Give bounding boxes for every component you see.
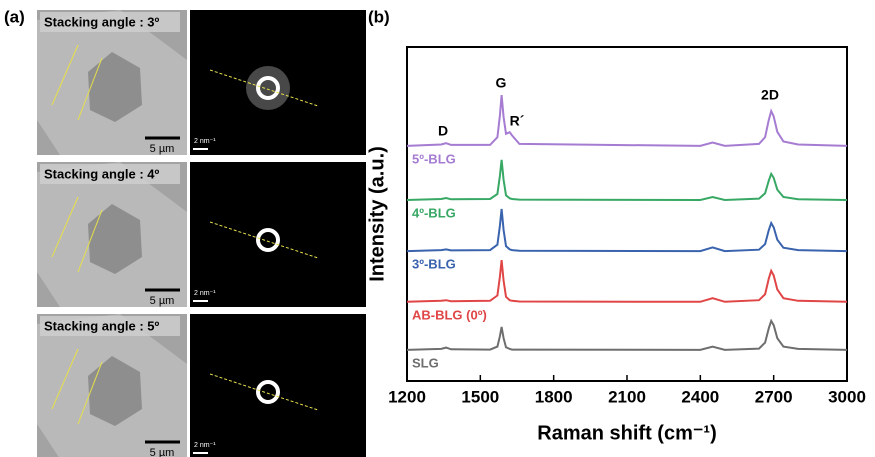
spectrum [407, 160, 847, 200]
legend-label: AB-BLG (0º) [412, 307, 487, 322]
x-tick-label: 2700 [755, 387, 793, 406]
x-tick-label: 2400 [681, 387, 719, 406]
diffraction-scale-label: 2 nm⁻¹ [194, 290, 216, 297]
diffraction-scale-label: 2 nm⁻¹ [194, 442, 216, 449]
micrograph-title: Stacking angle : 5º [44, 318, 160, 333]
peak-annotation: R´ [510, 113, 525, 129]
diffraction-halo [246, 66, 290, 110]
micrograph-title: Stacking angle : 3º [44, 14, 160, 29]
legend-label: 5º-BLG [412, 151, 456, 166]
panel-label: (a) [4, 7, 25, 26]
peak-annotation: G [496, 75, 507, 91]
micrograph-title: Stacking angle : 4º [44, 166, 160, 181]
peak-annotation: 2D [761, 87, 779, 103]
spectrum [407, 209, 847, 251]
legend-label: 4º-BLG [412, 205, 456, 220]
x-tick-label: 1500 [461, 387, 499, 406]
x-tick-label: 1200 [388, 387, 426, 406]
x-tick-label: 2100 [608, 387, 646, 406]
spectrum [407, 260, 847, 302]
legend-label: 3º-BLG [412, 257, 456, 272]
panel-label: (b) [368, 7, 390, 26]
scale-bar-label: 5 µm [150, 295, 175, 307]
y-axis-label: Intensity (a.u.) [366, 146, 388, 282]
plot-frame [407, 47, 847, 381]
diffraction-scale-label: 2 nm⁻¹ [194, 138, 216, 145]
x-tick-label: 3000 [828, 387, 866, 406]
spectrum [407, 95, 847, 146]
peak-annotation: D [438, 123, 448, 139]
legend-label: SLG [412, 355, 439, 370]
x-axis-label: Raman shift (cm⁻¹) [537, 422, 716, 444]
spectrum [407, 321, 847, 350]
scale-bar-label: 5 µm [150, 447, 175, 457]
scale-bar-label: 5 µm [150, 143, 175, 155]
x-tick-label: 1800 [535, 387, 573, 406]
figure: (a) (b) Raman shift (cm⁻¹) Intensity (a.… [0, 0, 875, 457]
